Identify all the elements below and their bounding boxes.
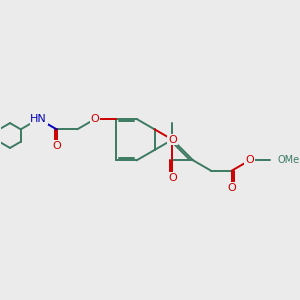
Text: HN: HN bbox=[30, 114, 47, 124]
Text: O: O bbox=[227, 183, 236, 193]
Text: OMe: OMe bbox=[277, 155, 299, 165]
Text: O: O bbox=[168, 173, 177, 183]
Text: O: O bbox=[91, 114, 100, 124]
Text: O: O bbox=[52, 141, 61, 151]
Text: O: O bbox=[168, 135, 177, 145]
Text: O: O bbox=[245, 155, 254, 165]
